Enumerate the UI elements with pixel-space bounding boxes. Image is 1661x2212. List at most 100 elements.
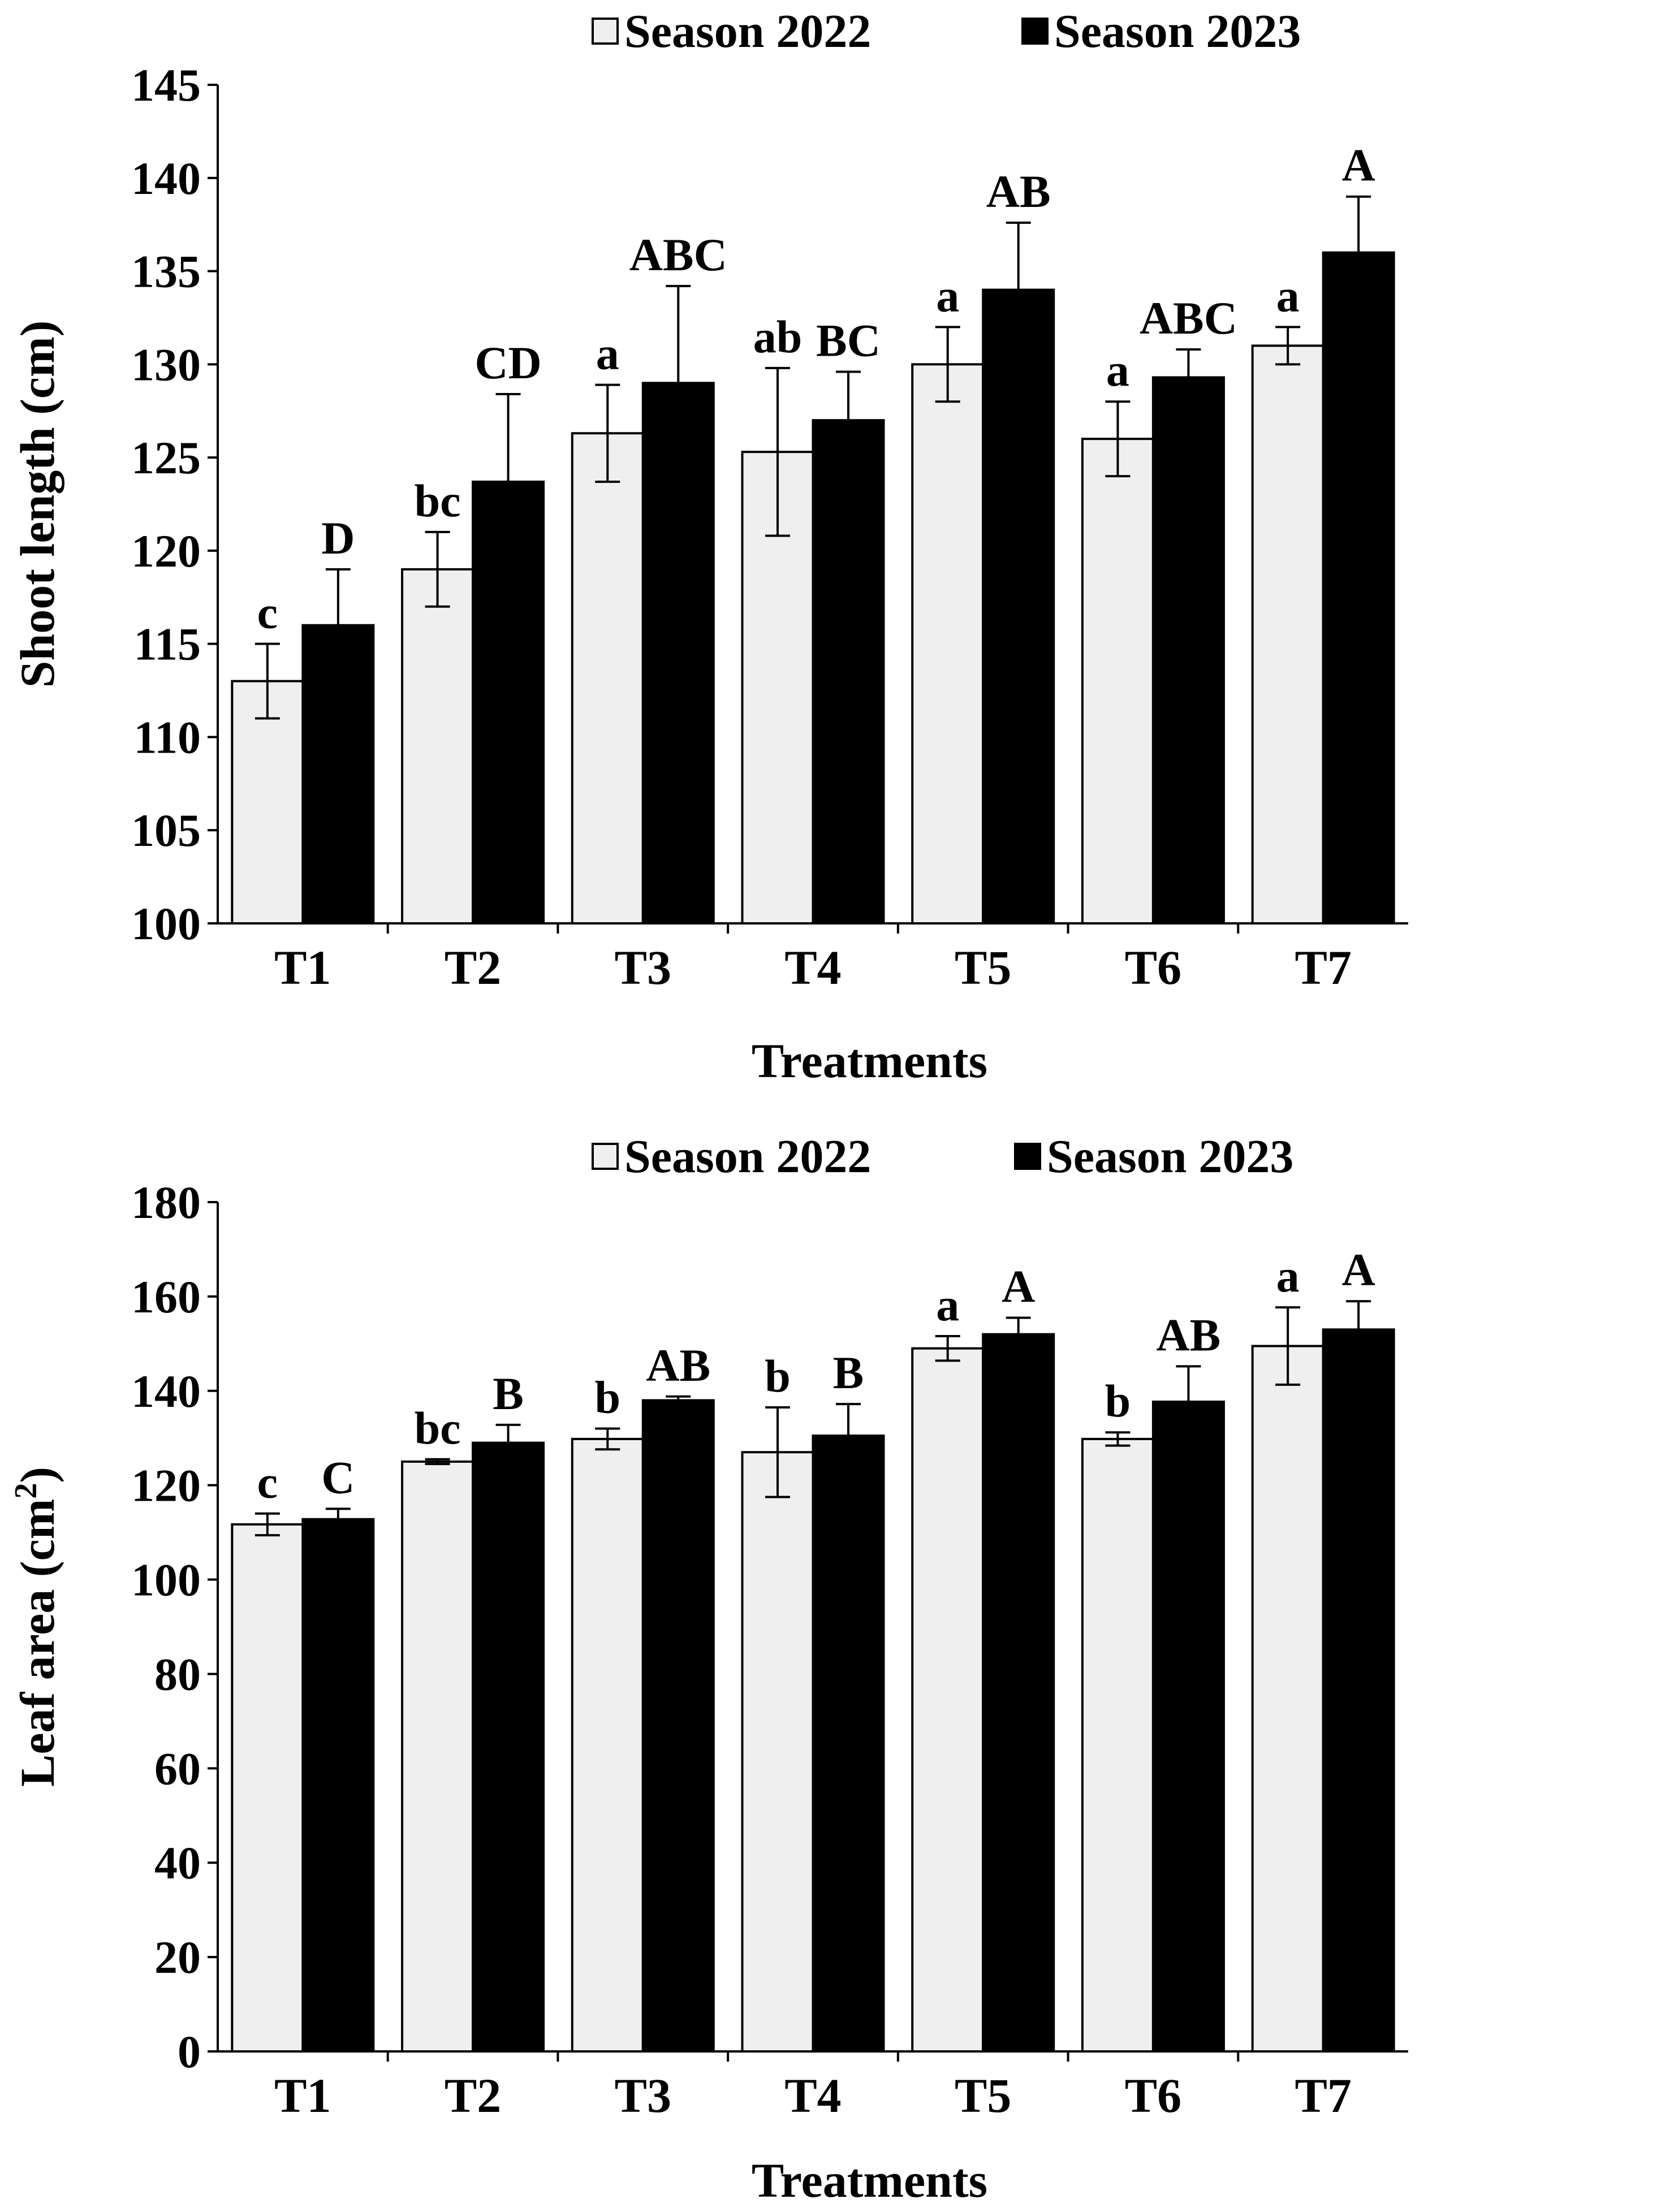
- bar-season-2022: [1081, 1437, 1154, 2053]
- y-tick-label: 120: [131, 525, 201, 577]
- y-axis-title-tail: ): [10, 1467, 64, 1483]
- significance-letter-2023: A: [1002, 1260, 1035, 1312]
- y-tick-label: 105: [131, 805, 201, 856]
- category-label: T7: [1295, 940, 1351, 995]
- category-label: T1: [274, 940, 331, 995]
- bar-season-2023: [1322, 1328, 1395, 2053]
- bar-season-2023: [812, 419, 885, 924]
- y-tick-label: 180: [131, 1177, 201, 1228]
- legend-swatch-2023: [1014, 1143, 1041, 1170]
- legend-label-2023: Season 2023: [1054, 5, 1301, 58]
- category-label: T2: [445, 940, 501, 995]
- legend-swatch-2022: [592, 18, 619, 45]
- significance-letter-2023: ABC: [629, 229, 727, 280]
- significance-letter-2022: a: [596, 328, 619, 379]
- bar-season-2022: [231, 1523, 304, 2053]
- significance-letter-2023: AB: [986, 166, 1051, 217]
- y-axis-title: Shoot length (cm): [10, 321, 64, 688]
- significance-letter-2023: AB: [646, 1340, 710, 1391]
- y-tick-label: 80: [154, 1648, 201, 1700]
- legend-swatch-2023: [1021, 18, 1049, 45]
- bar-season-2023: [982, 288, 1055, 924]
- bar-season-2023: [1322, 251, 1395, 925]
- y-axis-title-main: Leaf area (cm: [10, 1499, 64, 1787]
- bar-season-2022: [401, 1460, 474, 2053]
- bar-season-2023: [1151, 376, 1225, 924]
- significance-letter-2022: b: [765, 1350, 791, 1402]
- significance-letter-2022: a: [1276, 1250, 1300, 1302]
- category-label: T4: [784, 2068, 841, 2123]
- bar-season-2023: [301, 1518, 375, 2053]
- bar-season-2022: [231, 680, 304, 924]
- y-tick-label: 110: [134, 711, 201, 763]
- bar-season-2022: [1251, 344, 1325, 924]
- y-tick-label: 20: [154, 1932, 201, 1983]
- significance-letter-2023: A: [1342, 1244, 1375, 1295]
- bar-season-2022: [1251, 1345, 1325, 2053]
- significance-letter-2022: b: [1105, 1375, 1131, 1427]
- bar-season-2023: [641, 1399, 715, 2053]
- significance-letter-2023: C: [321, 1451, 355, 1503]
- bar-season-2022: [401, 568, 474, 924]
- category-label: T7: [1295, 2068, 1351, 2123]
- significance-letter-2022: a: [936, 270, 959, 321]
- significance-letter-2023: CD: [474, 337, 541, 388]
- significance-letter-2023: A: [1342, 140, 1375, 191]
- legend-swatch-2022: [592, 1143, 619, 1170]
- y-tick-label: 160: [131, 1271, 201, 1323]
- y-tick-label: 100: [131, 1554, 201, 1606]
- category-label: T6: [1125, 2068, 1181, 2123]
- significance-letter-2023: BC: [816, 315, 881, 366]
- y-tick-label: 115: [134, 619, 201, 670]
- y-tick-label: 145: [131, 59, 201, 111]
- y-tick-label: 120: [131, 1460, 201, 1511]
- y-axis-title: Leaf area (cm2): [8, 1467, 64, 1787]
- category-label: T6: [1125, 940, 1181, 995]
- bar-season-2022: [741, 1451, 814, 2053]
- category-label: T5: [955, 940, 1011, 995]
- y-tick-label: 140: [131, 153, 201, 204]
- significance-letter-2023: ABC: [1140, 292, 1237, 344]
- y-tick-label: 40: [154, 1837, 201, 1889]
- bar-season-2023: [982, 1333, 1055, 2053]
- shoot-length-chart: 100 105 110 115 120 125 130 135 140 145 T1 cD T2 bc CD…: [10, 5, 1408, 1088]
- bar-season-2022: [571, 1437, 644, 2053]
- category-label: T3: [615, 2068, 671, 2123]
- bar-season-2022: [1081, 438, 1154, 924]
- y-tick-label: 0: [178, 2026, 201, 2077]
- significance-letter-2022: ab: [753, 311, 803, 362]
- y-tick-label: 140: [131, 1366, 201, 1417]
- x-axis-title: Treatments: [752, 2153, 987, 2207]
- significance-letter-2022: a: [936, 1279, 959, 1330]
- bar-season-2022: [911, 363, 985, 924]
- significance-letter-2022: a: [1106, 344, 1129, 396]
- bar-season-2023: [812, 1435, 885, 2053]
- x-axis-title: Treatments: [752, 1034, 987, 1088]
- bar-season-2023: [1151, 1400, 1225, 2053]
- y-tick-label: 100: [131, 898, 201, 949]
- y-tick-label: 135: [131, 246, 201, 297]
- significance-letter-2022: b: [594, 1372, 620, 1423]
- y-axis-title-superscript: 2: [8, 1483, 44, 1499]
- y-axis-title-main: Shoot length (cm): [10, 321, 64, 688]
- y-tick-label: 125: [131, 432, 201, 483]
- significance-letter-2022: c: [257, 587, 278, 638]
- legend-label-2022: Season 2022: [624, 1130, 871, 1183]
- significance-letter-2022: bc: [415, 1402, 461, 1454]
- significance-letter-2022: bc: [415, 475, 461, 526]
- y-tick-label: 60: [154, 1743, 201, 1794]
- significance-letter-2023: B: [833, 1347, 864, 1398]
- significance-letter-2023: B: [493, 1368, 524, 1419]
- legend-label-2023: Season 2023: [1047, 1130, 1293, 1183]
- significance-letter-2023: AB: [1156, 1309, 1220, 1360]
- category-label: T2: [445, 2068, 501, 2123]
- significance-letter-2022: a: [1276, 270, 1300, 321]
- bar-season-2022: [911, 1347, 985, 2053]
- bar-season-2022: [571, 432, 644, 924]
- significance-letter-2022: c: [257, 1457, 278, 1508]
- y-tick-label: 130: [131, 339, 201, 390]
- category-label: T4: [784, 940, 841, 995]
